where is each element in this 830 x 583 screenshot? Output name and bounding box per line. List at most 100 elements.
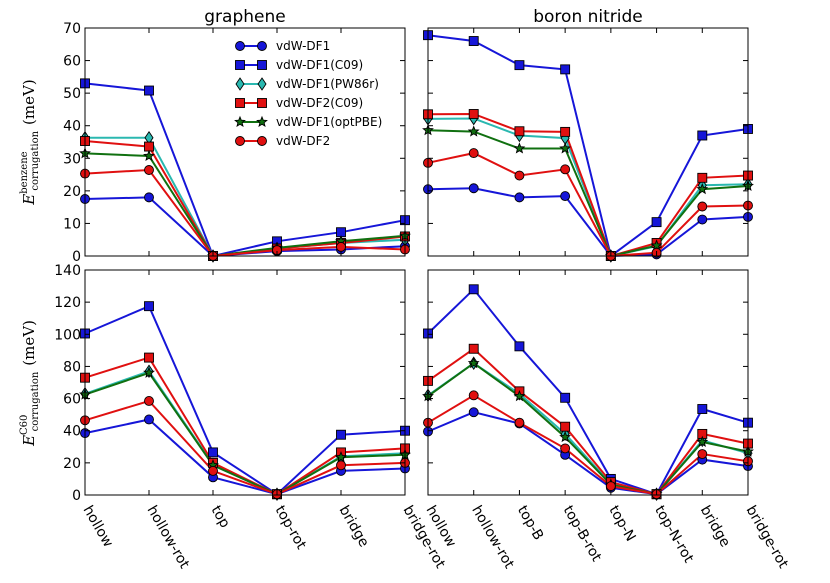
- series-line-vdW-DF1(C09): [427, 34, 749, 258]
- marker-vdW-DF2-1: [468, 390, 479, 401]
- marker-vdW-DF1(C09)-2: [514, 60, 525, 71]
- legend-item-vdW-DF2: vdW-DF2: [235, 134, 330, 148]
- marker-legend-vdW-DF1(optPBE)-a: [234, 115, 246, 128]
- marker-vdW-DF1(C09)-5: [651, 217, 662, 228]
- y-tick-label: 20: [63, 184, 81, 200]
- marker-vdW-DF1(optPBE)-1: [467, 125, 480, 137]
- marker-vdW-DF2(C09)-1: [468, 343, 479, 354]
- series-line-vdW-DF1(optPBE): [427, 129, 749, 258]
- marker-vdW-DF2-1: [144, 165, 154, 175]
- series-line-vdW-DF1(optPBE): [84, 152, 406, 258]
- marker-legend-vdW-DF2-b: [257, 136, 267, 146]
- series-line-vdW-DF1(PW86r): [427, 117, 749, 258]
- axes-frame: [427, 269, 749, 496]
- x-tick-label-bridge-rot: bridge-rot: [743, 503, 792, 572]
- y-axis-label-text: EC60corrugation(meV): [19, 320, 41, 447]
- marker-legend-vdW-DF2-a: [235, 136, 245, 146]
- y-axis-label-text: Ebenzenecorrugation(meV): [19, 79, 41, 205]
- series-line-vdW-DF1: [427, 411, 749, 496]
- legend-label: vdW-DF1(PW86r): [276, 77, 379, 91]
- series-line-vdW-DF2: [427, 394, 749, 496]
- panels: 0 10 20 30 40 50 60 70 graphene boron nitride 0 20 4…: [19, 7, 791, 572]
- y-tick-label: 0: [72, 488, 81, 504]
- legend-item-vdW-DF1(C09): vdW-DF1(C09): [235, 58, 363, 72]
- marker-vdW-DF2(C09)-2: [514, 126, 525, 137]
- y-tick-label: 80: [63, 359, 81, 375]
- marker-vdW-DF1(C09)-6: [697, 130, 708, 141]
- y-axis-label-benzene: Ebenzenecorrugation(meV): [19, 79, 41, 205]
- marker-vdW-DF1(optPBE)-4: [335, 451, 347, 463]
- marker-vdW-DF1(optPBE)-2: [513, 389, 526, 402]
- legend-item-vdW-DF1: vdW-DF1: [235, 39, 330, 53]
- x-tick-label-top-B-rot: top-B-rot: [560, 503, 605, 565]
- legend-label: vdW-DF1(optPBE): [276, 115, 382, 129]
- marker-vdW-DF1(optPBE)-6: [696, 183, 709, 195]
- x-tick-label-bridge: bridge: [697, 503, 733, 550]
- y-tick-label: 100: [54, 327, 81, 343]
- marker-legend-vdW-DF1(PW86r)-a: [235, 77, 245, 91]
- x-tick-label-bridge: bridge: [336, 503, 372, 550]
- marker-vdW-DF1(optPBE)-3: [559, 142, 572, 154]
- series-line-vdW-DF2(C09): [84, 356, 406, 496]
- marker-vdW-DF2-1: [468, 148, 479, 159]
- y-tick-label: 50: [63, 86, 81, 102]
- y-tick-label: 140: [54, 263, 81, 279]
- y-tick-label: 120: [54, 295, 81, 311]
- series-line-vdW-DF1(C09): [427, 287, 749, 496]
- marker-vdW-DF1(C09)-2: [514, 341, 525, 352]
- panel-top-right: boron nitride: [422, 7, 754, 263]
- marker-vdW-DF1(C09)-4: [336, 429, 346, 440]
- marker-vdW-DF1-1: [468, 183, 479, 194]
- marker-vdW-DF2-2: [514, 417, 525, 428]
- marker-vdW-DF2-4: [605, 481, 616, 492]
- marker-vdW-DF1(C09)-1: [144, 85, 154, 96]
- marker-vdW-DF1(optPBE)-5: [650, 239, 663, 251]
- marker-vdW-DF1(optPBE)-6: [696, 435, 709, 447]
- axes-frame: [427, 27, 749, 257]
- marker-legend-vdW-DF1(C09)-b: [257, 60, 267, 70]
- x-tick-label-top-B: top-B: [514, 503, 546, 543]
- y-tick-label: 30: [63, 151, 81, 167]
- series-line-vdW-DF1(C09): [84, 304, 406, 496]
- axes-frame: [84, 269, 406, 496]
- y-tick-label: 60: [63, 392, 81, 408]
- marker-vdW-DF2-4: [336, 460, 346, 471]
- marker-vdW-DF1-2: [514, 192, 525, 203]
- x-tick-label-hollow-rot: hollow-rot: [468, 503, 517, 572]
- series-line-vdW-DF2(C09): [427, 347, 749, 496]
- marker-legend-vdW-DF1(PW86r)-b: [257, 77, 267, 91]
- marker-vdW-DF1(C09)-1: [468, 36, 479, 46]
- marker-vdW-DF2-4: [336, 241, 346, 252]
- marker-vdW-DF2-1: [144, 396, 154, 406]
- legend-label: vdW-DF1(C09): [276, 58, 363, 72]
- y-axis-label-c60: EC60corrugation(meV): [19, 320, 41, 447]
- marker-vdW-DF2(C09)-1: [144, 141, 154, 152]
- y-tick-label: 40: [63, 119, 81, 135]
- series-line-vdW-DF2: [427, 152, 749, 258]
- series-line-vdW-DF2: [84, 168, 406, 258]
- axes-frame: [84, 27, 406, 257]
- marker-vdW-DF1(optPBE)-1: [143, 149, 155, 162]
- panel-bottom-left: 0 20 40 60 80 100 120 140 hollow hollow-rot top top…: [54, 263, 448, 572]
- series-line-vdW-DF2(C09): [427, 112, 749, 258]
- marker-legend-vdW-DF1-a: [235, 41, 245, 51]
- marker-vdW-DF1(optPBE)-2: [513, 142, 526, 154]
- marker-vdW-DF1-1: [144, 192, 154, 203]
- y-tick-label: 10: [63, 216, 81, 232]
- series-line-vdW-DF1: [84, 418, 406, 496]
- series-line-vdW-DF1(optPBE): [427, 361, 749, 496]
- legend-label: vdW-DF2: [276, 134, 330, 148]
- legend-item-vdW-DF1(optPBE): vdW-DF1(optPBE): [234, 115, 382, 129]
- marker-vdW-DF2-2: [514, 170, 525, 181]
- marker-legend-vdW-DF2(C09)-b: [257, 98, 267, 108]
- marker-vdW-DF1(C09)-6: [697, 404, 708, 414]
- marker-vdW-DF1(C09)-1: [144, 301, 154, 312]
- marker-vdW-DF1-1: [468, 407, 479, 418]
- x-tick-label-top-N: top-N: [605, 503, 638, 544]
- series-line-vdW-DF1(PW86r): [427, 361, 749, 496]
- legend-label: vdW-DF1: [276, 39, 330, 53]
- series-line-vdW-DF1: [427, 187, 749, 258]
- y-tick-label: 20: [63, 456, 81, 472]
- marker-vdW-DF1(C09)-2: [208, 447, 218, 458]
